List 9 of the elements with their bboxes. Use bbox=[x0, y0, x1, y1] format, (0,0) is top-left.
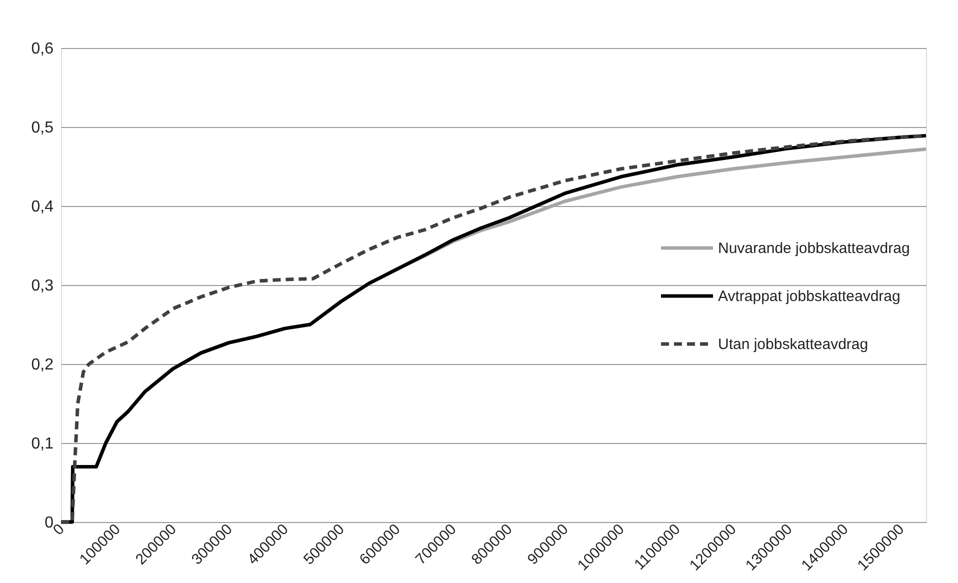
legend-label: Avtrappat jobbskatteavdrag bbox=[718, 288, 900, 305]
y-tick-label: 0,1 bbox=[31, 436, 54, 452]
y-tick-label: 0,2 bbox=[31, 356, 54, 374]
legend-label: Utan jobbskatteavdrag bbox=[718, 336, 868, 353]
y-tick-label: 0,6 bbox=[31, 40, 54, 58]
y-tick-label: 0,3 bbox=[31, 278, 54, 294]
y-tick-label: 0,4 bbox=[31, 198, 54, 216]
legend-label: Nuvarande jobbskatteavdrag bbox=[718, 240, 910, 257]
y-tick-label: 0,5 bbox=[31, 120, 54, 136]
